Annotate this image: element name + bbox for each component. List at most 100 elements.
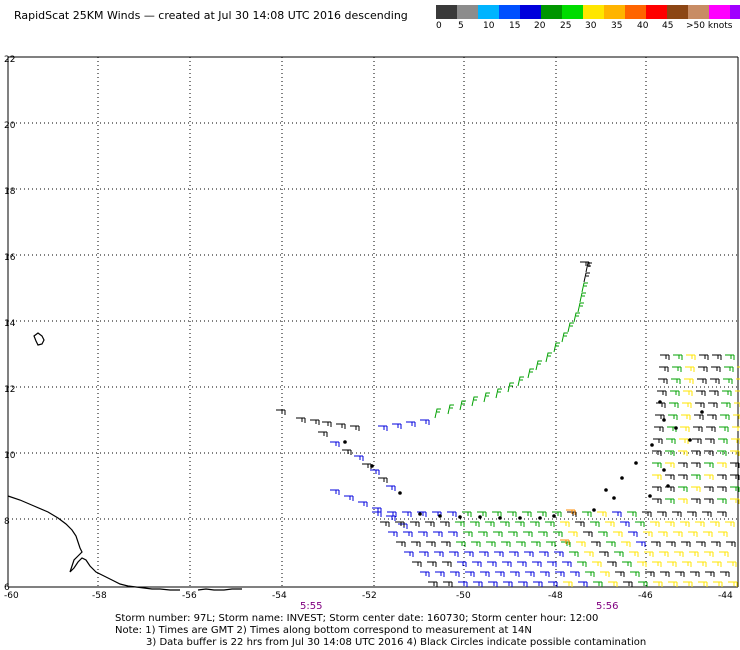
wind-barb xyxy=(644,551,654,557)
wind-barb xyxy=(672,511,682,517)
wind-barb xyxy=(560,539,570,545)
lat-label: 8 xyxy=(4,517,10,527)
wind-barb xyxy=(642,511,652,517)
wind-barb xyxy=(322,421,332,427)
wind-barb xyxy=(597,511,607,517)
wind-barb xyxy=(395,521,405,527)
map-title: RapidScat 25KM Winds — created at Jul 30… xyxy=(14,9,408,22)
colorbar-swatch xyxy=(436,5,457,19)
wind-barb xyxy=(637,561,647,567)
wind-barb xyxy=(545,521,555,527)
wind-barb xyxy=(673,531,683,537)
wind-barb xyxy=(723,378,733,384)
contamination-dot xyxy=(612,496,616,500)
wind-barb xyxy=(465,571,475,577)
wind-barb xyxy=(659,551,669,557)
wind-barb xyxy=(719,551,729,557)
wind-barb xyxy=(734,402,740,407)
wind-barb xyxy=(704,462,714,468)
coastline-detail xyxy=(197,588,242,591)
wind-barb xyxy=(507,511,517,517)
wind-barb xyxy=(494,551,504,557)
wind-barb xyxy=(517,376,524,387)
wind-barb xyxy=(645,571,655,577)
wind-barb xyxy=(669,402,679,408)
wind-barb xyxy=(515,521,525,527)
wind-barb xyxy=(585,571,595,577)
wind-barb xyxy=(674,551,684,557)
wind-barb xyxy=(665,521,675,527)
wind-barb xyxy=(695,521,705,527)
wind-barb xyxy=(537,511,547,517)
wind-barb xyxy=(665,474,675,480)
wind-barb xyxy=(606,541,616,547)
colorbar-label: 25 xyxy=(560,21,572,31)
wind-barb xyxy=(683,390,693,396)
wind-barb xyxy=(600,571,610,577)
contamination-dot xyxy=(538,516,542,520)
wind-barb xyxy=(650,521,660,527)
wind-barb xyxy=(607,561,617,567)
wind-barb xyxy=(336,423,346,429)
wind-barb xyxy=(675,571,685,577)
wind-barb xyxy=(682,561,692,567)
wind-barb xyxy=(492,511,502,517)
lon-label: -54 xyxy=(272,591,287,601)
contamination-dot xyxy=(552,514,556,518)
wind-barb xyxy=(681,541,691,547)
wind-barb xyxy=(671,378,681,384)
wind-barb xyxy=(668,414,678,420)
wind-barb xyxy=(720,414,730,420)
wind-barb xyxy=(709,390,719,396)
colorbar-label: 45 xyxy=(662,21,674,31)
wind-barb xyxy=(699,354,709,360)
wind-barb xyxy=(418,531,428,537)
colorbar-label: >50 knots xyxy=(686,21,733,31)
wind-barb xyxy=(495,571,505,577)
colorbar-label: 5 xyxy=(458,21,464,31)
wind-barb xyxy=(687,511,697,517)
contamination-dot xyxy=(604,488,608,492)
footer-note-1: Note: 1) Times are GMT 2) Times along bo… xyxy=(115,625,532,636)
wind-barb xyxy=(523,531,533,537)
wind-barb xyxy=(553,531,563,537)
longitude-labels: -60 -58 -56 -54 -52 -50 -48 -46 -44 xyxy=(4,591,733,601)
wind-barb xyxy=(730,462,740,468)
wind-barb xyxy=(518,581,528,587)
wind-barb xyxy=(318,431,328,437)
colorbar-label: 30 xyxy=(585,21,597,31)
wind-barb xyxy=(705,571,715,577)
wind-barb xyxy=(433,531,443,537)
wind-barb xyxy=(690,571,700,577)
colorbar-swatch xyxy=(520,5,541,19)
wind-barb xyxy=(480,571,490,577)
time-labels: 5:55 5:56 xyxy=(300,601,618,612)
wind-barb xyxy=(502,561,512,567)
colorbar-labels: 0 5 10 15 20 25 30 35 40 45 >50 knots xyxy=(436,21,736,33)
wind-barb xyxy=(516,541,526,547)
wind-barb xyxy=(517,561,527,567)
wind-barb xyxy=(710,521,720,527)
wind-barb xyxy=(721,402,731,408)
wind-barb xyxy=(691,498,701,504)
wind-barb xyxy=(525,571,535,577)
colorbar-swatch xyxy=(646,5,667,19)
wind-barb xyxy=(362,463,372,469)
wind-barb xyxy=(386,515,396,521)
wind-barb xyxy=(380,521,390,527)
wind-barb xyxy=(719,426,729,432)
wind-barb xyxy=(404,551,414,557)
wind-barb xyxy=(670,390,680,396)
wind-barb xyxy=(730,486,740,492)
wind-barb xyxy=(704,498,714,504)
wind-barb xyxy=(592,561,602,567)
wind-barb xyxy=(643,531,653,537)
wind-barb xyxy=(732,426,740,431)
wind-barb xyxy=(712,561,722,567)
wind-barb xyxy=(705,438,715,444)
wind-barb xyxy=(713,581,723,587)
wind-barb xyxy=(547,561,557,567)
wind-barb xyxy=(406,421,416,427)
wind-barb xyxy=(733,414,740,419)
wind-barb xyxy=(570,571,580,577)
